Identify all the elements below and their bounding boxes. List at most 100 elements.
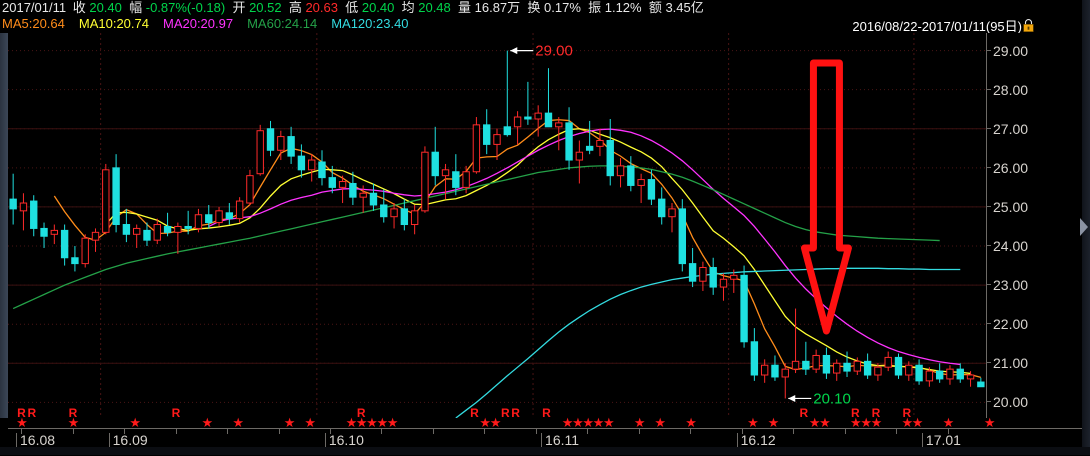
candle-body-55 <box>575 151 584 161</box>
candle-69 <box>719 273 728 301</box>
price-tick-27.00: 27.00 <box>987 120 1029 137</box>
date-tick-17.01: 17.01 <box>921 433 961 453</box>
candle-86 <box>894 353 903 379</box>
candle-51 <box>534 105 542 137</box>
candle-body-7 <box>81 237 89 265</box>
candle-body-87 <box>905 364 913 376</box>
price-tick-dash <box>987 127 991 129</box>
candle-84 <box>874 363 882 381</box>
candle-37 <box>390 203 398 229</box>
price-tick-label: 22.00 <box>993 316 1029 333</box>
buy-star-marker: ★ <box>819 415 831 430</box>
price-tick-label: 28.00 <box>993 81 1029 98</box>
candle-body-24 <box>256 130 264 175</box>
price-tick-28.00: 28.00 <box>987 81 1029 98</box>
price-tick-label: 23.00 <box>993 277 1029 294</box>
candle-body-72 <box>750 341 759 376</box>
candle-42 <box>441 163 450 200</box>
ma-legend-0: MA5:20.64 <box>2 16 65 31</box>
candle-body-47 <box>493 134 501 145</box>
candle-body-54 <box>565 122 573 161</box>
candle-body-16 <box>174 225 182 233</box>
candle-body-45 <box>472 124 481 173</box>
price-tick-dash <box>987 323 991 325</box>
r-marker: R <box>27 406 37 420</box>
candle-30 <box>318 150 326 186</box>
price-tick-dash <box>987 88 991 90</box>
buy-star-marker: ★ <box>572 415 584 430</box>
left-scroll-strip[interactable] <box>0 33 8 418</box>
date-minor-tick <box>72 429 74 434</box>
candle-body-91 <box>946 368 954 380</box>
candle-body-64 <box>668 208 676 218</box>
candle-81 <box>843 351 851 377</box>
candle-body-77 <box>802 360 810 370</box>
date-minor-tick <box>21 429 23 434</box>
candle-body-35 <box>369 192 378 206</box>
candle-8 <box>91 228 100 252</box>
quote-value-5: 20.48 <box>418 0 458 15</box>
candle-50 <box>524 81 532 125</box>
candle-body-18 <box>194 214 203 229</box>
high-annotation: 29.00 <box>510 43 573 60</box>
candle-71 <box>740 265 748 348</box>
candle-44 <box>462 165 470 194</box>
candle-12 <box>132 224 141 248</box>
low-annotation: 20.10 <box>788 390 851 407</box>
candle-58 <box>606 118 614 186</box>
candle-32 <box>338 175 347 204</box>
date-minor-tick <box>587 429 589 434</box>
r-marker: R <box>17 406 26 420</box>
candlestick-plot[interactable]: 29.00 20.10 <box>8 33 986 418</box>
candle-66 <box>688 247 697 288</box>
candle-24 <box>256 124 264 176</box>
price-tick-label: 26.00 <box>993 159 1029 176</box>
buy-star-marker: ★ <box>561 415 574 430</box>
candle-38 <box>400 199 409 231</box>
buy-star-marker: ★ <box>901 415 914 430</box>
quote-value-0: 20.40 <box>89 0 130 15</box>
candle-85 <box>884 351 892 372</box>
right-triangle-icon[interactable] <box>1080 218 1088 236</box>
quote-label-0: 收 <box>72 0 90 15</box>
quote-label-2: 开 <box>232 0 250 15</box>
candle-49 <box>513 111 522 145</box>
price-tick-label: 21.00 <box>993 355 1029 372</box>
candle-52 <box>544 68 553 128</box>
candle-46 <box>483 109 491 155</box>
candle-75 <box>781 363 789 399</box>
buy-star-marker: ★ <box>850 415 862 430</box>
buy-star-marker: ★ <box>582 415 594 430</box>
candle-87 <box>905 361 913 381</box>
lock-icon[interactable] <box>1023 19 1034 32</box>
candle-91 <box>946 365 954 385</box>
candle-body-67 <box>699 267 707 282</box>
date-minor-tick <box>690 429 692 434</box>
candle-31 <box>328 165 336 194</box>
candle-body-46 <box>483 124 491 145</box>
price-tick-21.00: 21.00 <box>987 355 1029 372</box>
candle-body-42 <box>441 169 450 177</box>
r-marker: R <box>356 406 366 420</box>
date-minor-tick <box>535 429 537 434</box>
candle-body-10 <box>112 167 120 226</box>
candle-39 <box>410 204 419 235</box>
high-annotation-text: 29.00 <box>535 43 573 60</box>
candle-body-32 <box>338 181 347 188</box>
candle-body-20 <box>215 210 223 224</box>
candle-4 <box>50 224 59 245</box>
date-minor-tick <box>896 429 898 434</box>
candle-70 <box>730 269 738 293</box>
buy-star-marker: ★ <box>67 415 80 430</box>
high-annotation-arrowhead <box>510 47 518 55</box>
candle-body-43 <box>452 171 460 188</box>
candle-body-51 <box>534 112 542 120</box>
candle-0 <box>9 173 17 225</box>
date-minor-tick <box>227 429 229 434</box>
candle-body-6 <box>71 257 79 265</box>
candle-6 <box>71 246 79 272</box>
buy-star-marker: ★ <box>16 415 28 430</box>
buy-star-marker: ★ <box>685 415 697 430</box>
price-axis[interactable]: 29.00 28.00 27.00 26.00 25.00 24.00 23.00 22.00… <box>986 33 1083 418</box>
price-tick-label: 27.00 <box>993 120 1029 137</box>
